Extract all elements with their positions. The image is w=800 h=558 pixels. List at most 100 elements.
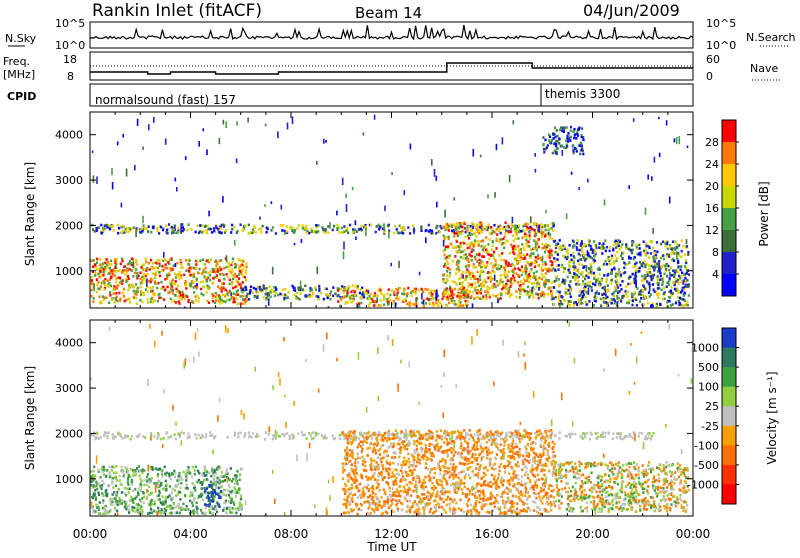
colorbar-tick-label: 12 <box>705 224 719 237</box>
heatmap-cell <box>111 500 114 503</box>
heatmap-cell <box>225 255 228 262</box>
heatmap-cell <box>235 290 238 293</box>
heatmap-cell <box>91 282 94 286</box>
heatmap-cell <box>606 302 609 305</box>
heatmap-cell <box>624 435 627 438</box>
heatmap-cell <box>590 247 593 251</box>
heatmap-cell <box>606 295 609 299</box>
heatmap-cell <box>190 475 194 479</box>
heatmap-cell <box>572 240 575 244</box>
heatmap-cell <box>105 493 108 496</box>
heatmap-cell <box>166 228 169 232</box>
heatmap-cell <box>662 257 665 261</box>
heatmap-cell <box>572 251 575 255</box>
heatmap-cell <box>256 294 259 298</box>
heatmap-cell <box>120 499 123 502</box>
heatmap-cell <box>369 301 372 305</box>
heatmap-cell <box>139 509 142 513</box>
heatmap-cell <box>615 272 618 276</box>
heatmap-cell <box>237 258 240 261</box>
heatmap-cell <box>501 137 504 145</box>
heatmap-cell <box>665 285 668 288</box>
heatmap-cell <box>104 490 107 493</box>
heatmap-cell <box>158 232 161 235</box>
heatmap-cell <box>350 437 353 441</box>
heatmap-cell <box>677 254 680 257</box>
heatmap-cell <box>200 491 203 495</box>
heatmap-cell <box>597 435 600 439</box>
heatmap-cell <box>396 509 399 513</box>
heatmap-cell <box>187 300 190 304</box>
heatmap-cell <box>337 300 340 303</box>
heatmap-cell <box>209 258 213 261</box>
heatmap-cell <box>140 480 143 483</box>
heatmap-cell <box>159 510 162 514</box>
heatmap-cell <box>413 287 416 291</box>
heatmap-cell <box>589 431 592 435</box>
heatmap-cell <box>114 508 117 511</box>
heatmap-cell <box>593 299 596 302</box>
heatmap-cell <box>519 248 522 251</box>
heatmap-cell <box>305 231 308 235</box>
heatmap-cell <box>486 285 489 289</box>
heatmap-cell <box>676 287 679 290</box>
heatmap-cell <box>633 431 636 435</box>
heatmap-cell <box>156 286 159 290</box>
heatmap-cell <box>598 280 601 284</box>
heatmap-cell <box>217 496 221 499</box>
heatmap-cell <box>217 465 220 469</box>
heatmap-cell <box>519 498 522 502</box>
heatmap-cell <box>223 475 226 478</box>
heatmap-cell <box>222 282 225 285</box>
heatmap-cell <box>602 242 605 245</box>
heatmap-cell <box>197 271 200 274</box>
heatmap-cell <box>651 274 654 278</box>
heatmap-cell <box>215 299 218 302</box>
heatmap-cell <box>212 482 215 485</box>
heatmap-cell <box>581 295 584 298</box>
heatmap-cell <box>207 271 210 275</box>
heatmap-cell <box>317 224 320 227</box>
heatmap-cell <box>367 495 370 499</box>
heatmap-cell <box>505 274 508 277</box>
heatmap-cell <box>676 295 679 299</box>
heatmap-cell <box>480 285 483 289</box>
heatmap-cell <box>509 285 512 288</box>
heatmap-cell <box>673 138 676 143</box>
heatmap-cell <box>237 273 240 276</box>
heatmap-cell <box>273 435 276 439</box>
heatmap-cell <box>205 228 208 232</box>
heatmap-cell <box>364 432 367 435</box>
heatmap-cell <box>130 263 133 267</box>
heatmap-cell <box>177 228 180 232</box>
heatmap-cell <box>100 301 103 305</box>
heatmap-cell <box>514 224 517 228</box>
heatmap-cell <box>454 232 457 235</box>
heatmap-cell <box>92 282 95 285</box>
heatmap-cell <box>538 276 541 280</box>
heatmap-cell <box>166 505 169 509</box>
heatmap-cell <box>326 296 329 300</box>
heatmap-cell <box>410 291 413 295</box>
heatmap-cell <box>602 245 604 250</box>
velocity-heatmap <box>90 321 693 516</box>
heatmap-cell <box>607 258 610 261</box>
heatmap-cell <box>104 475 108 478</box>
heatmap-cell <box>623 261 626 265</box>
heatmap-cell <box>98 295 101 299</box>
heatmap-cell <box>243 276 247 279</box>
heatmap-cell <box>545 210 547 214</box>
heatmap-cell <box>179 486 182 490</box>
heatmap-cell <box>463 221 466 224</box>
heatmap-cell <box>445 236 448 239</box>
heatmap-cell <box>463 249 466 252</box>
heatmap-cell <box>169 496 172 500</box>
heatmap-cell <box>537 229 540 232</box>
heatmap-cell <box>110 259 113 263</box>
heatmap-cell <box>495 267 498 270</box>
heatmap-cell <box>573 264 576 268</box>
heatmap-cell <box>151 468 154 471</box>
heatmap-cell <box>283 296 286 300</box>
heatmap-cell <box>602 297 605 300</box>
heatmap-cell <box>613 240 616 243</box>
